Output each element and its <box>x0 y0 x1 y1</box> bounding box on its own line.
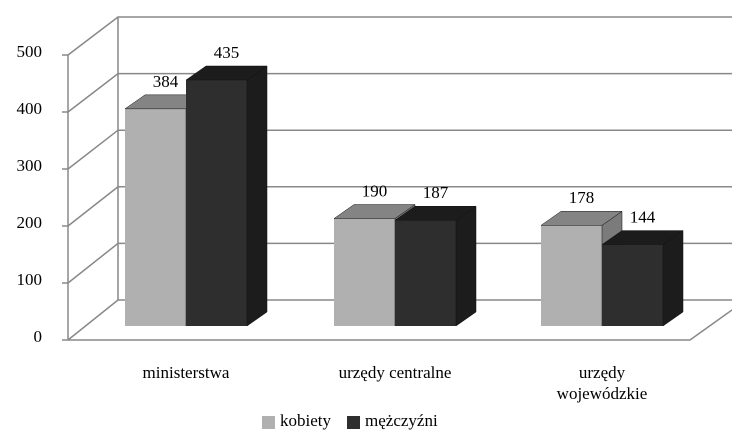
data-label: 187 <box>423 183 449 202</box>
bar-side <box>455 205 477 327</box>
x-tick-label: ministerstwa <box>142 363 230 382</box>
y-tick-label: 300 <box>17 156 43 175</box>
bar-front <box>125 108 186 327</box>
grid-line <box>67 16 732 56</box>
legend-swatch <box>262 416 275 429</box>
data-label: 435 <box>214 43 240 62</box>
y-tick-label: 400 <box>17 99 43 118</box>
y-tick-label: 200 <box>17 213 43 232</box>
x-tick-label: urzędy centralne <box>338 363 452 382</box>
bar-top <box>601 230 684 245</box>
legend-label: mężczyźni <box>365 411 438 430</box>
bar-top <box>185 65 268 81</box>
data-label: 384 <box>153 72 179 91</box>
bar-front <box>186 80 247 326</box>
y-tick-label: 0 <box>34 327 43 346</box>
bar-front <box>541 225 602 326</box>
y-tick-label: 100 <box>17 270 43 289</box>
bar-front <box>395 220 456 326</box>
floor <box>68 309 732 341</box>
grid-line <box>67 72 732 113</box>
legend-swatch <box>347 416 360 429</box>
bar-front <box>602 244 663 326</box>
bar-front <box>334 218 395 326</box>
data-label: 144 <box>630 207 656 226</box>
grid-line <box>67 299 732 341</box>
grid-line <box>67 129 732 170</box>
bar-side <box>246 65 268 327</box>
bar-side <box>662 230 684 327</box>
bar-top <box>540 211 623 226</box>
x-tick-label: urzędy wojewódzkie <box>556 363 648 403</box>
y-tick-label: 500 <box>17 42 43 61</box>
grid-line <box>67 186 732 227</box>
bar-top <box>394 206 477 221</box>
data-label: 190 <box>362 181 388 200</box>
data-label: 178 <box>569 188 595 207</box>
legend-label: kobiety <box>280 411 331 430</box>
bar-top <box>333 204 416 219</box>
grid-line <box>67 242 732 284</box>
